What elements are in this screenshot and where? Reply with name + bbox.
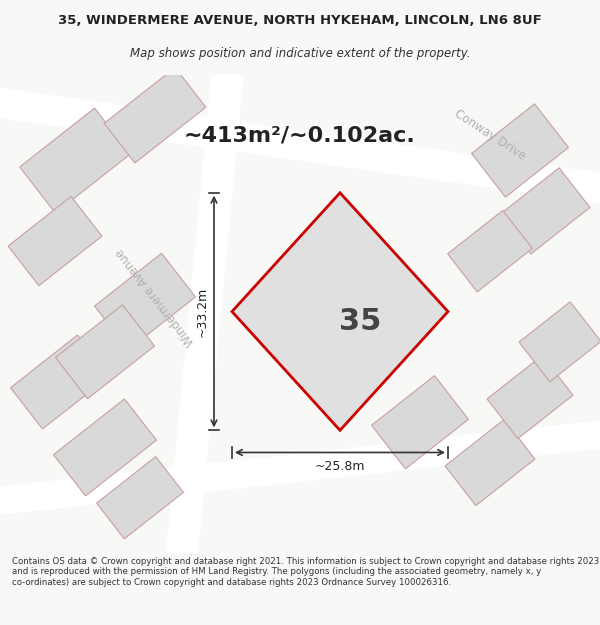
Polygon shape (445, 419, 535, 506)
Polygon shape (56, 305, 154, 399)
Text: ~33.2m: ~33.2m (196, 286, 209, 337)
Polygon shape (232, 192, 448, 431)
Polygon shape (0, 418, 600, 517)
Text: Windermere Avenue: Windermere Avenue (113, 245, 197, 348)
Polygon shape (20, 108, 130, 213)
Polygon shape (164, 48, 246, 575)
Text: ~413m²/~0.102ac.: ~413m²/~0.102ac. (184, 126, 416, 146)
Polygon shape (519, 302, 600, 382)
Polygon shape (11, 335, 109, 429)
Polygon shape (371, 376, 469, 469)
Polygon shape (53, 399, 157, 496)
Text: ~25.8m: ~25.8m (315, 460, 365, 473)
Polygon shape (0, 85, 600, 206)
Polygon shape (97, 457, 184, 539)
Polygon shape (104, 68, 206, 163)
Text: 35: 35 (339, 307, 381, 336)
Text: Conway Drive: Conway Drive (452, 107, 528, 163)
Polygon shape (500, 168, 590, 254)
Text: Contains OS data © Crown copyright and database right 2021. This information is : Contains OS data © Crown copyright and d… (12, 557, 599, 586)
Polygon shape (448, 211, 532, 292)
Polygon shape (95, 253, 196, 349)
Polygon shape (472, 104, 568, 197)
Polygon shape (8, 196, 102, 286)
Text: 35, WINDERMERE AVENUE, NORTH HYKEHAM, LINCOLN, LN6 8UF: 35, WINDERMERE AVENUE, NORTH HYKEHAM, LI… (58, 14, 542, 28)
Text: Map shows position and indicative extent of the property.: Map shows position and indicative extent… (130, 48, 470, 61)
Polygon shape (487, 356, 573, 439)
